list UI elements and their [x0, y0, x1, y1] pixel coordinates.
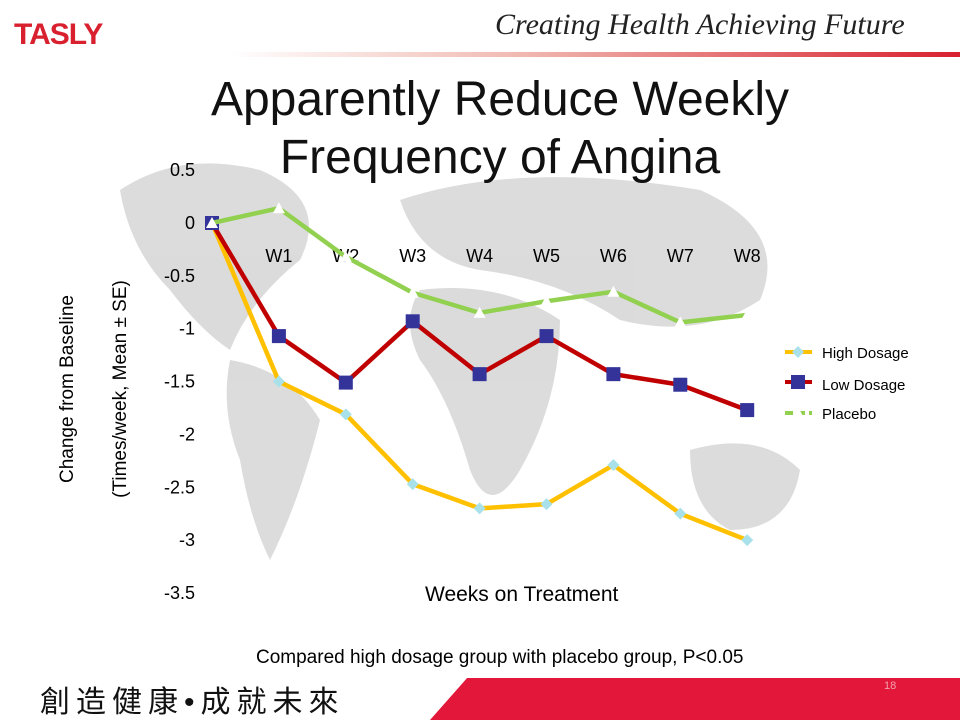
x-tick-label: W8 [734, 246, 761, 266]
x-tick-label: W7 [667, 246, 694, 266]
x-tick-label: W4 [466, 246, 493, 266]
placebo-point [339, 250, 352, 262]
footnote: Compared high dosage group with placebo … [256, 647, 744, 668]
legend-label: Placebo [822, 406, 876, 423]
placebo-point [272, 202, 285, 214]
world-map-background [120, 163, 800, 560]
low-dosage-point [271, 329, 286, 344]
high-dosage-point [272, 375, 285, 388]
low-dosage-point [606, 367, 621, 382]
y-tick-label: -0.5 [164, 266, 195, 286]
page-number: 18 [884, 680, 897, 692]
legend-marker [792, 346, 804, 358]
x-tick-label: W5 [533, 246, 560, 266]
y-axis-sublabel: (Times/week, Mean ± SE) [110, 280, 131, 498]
placebo-point [674, 316, 687, 328]
x-tick-label: W6 [600, 246, 627, 266]
legend-label: High Dosage [822, 345, 909, 362]
high-dosage-point [607, 459, 620, 472]
low-dosage-point [405, 314, 420, 329]
y-tick-label: -2 [179, 424, 195, 444]
y-tick-label: -1.5 [164, 372, 195, 392]
header-slogan: Creating Health Achieving Future [495, 8, 905, 41]
header-divider [230, 52, 960, 57]
placebo-point [741, 308, 754, 320]
legend-marker [791, 375, 805, 389]
high-dosage-point [406, 478, 419, 491]
placebo-point [540, 295, 553, 307]
x-axis-label: Weeks on Treatment [425, 583, 619, 606]
y-tick-label: -3.5 [164, 583, 195, 603]
slide-title-line-1: Apparently Reduce Weekly [210, 73, 790, 126]
series-placebo [206, 202, 754, 328]
series-low-dosage [205, 216, 755, 418]
y-tick-label: -2.5 [164, 477, 195, 497]
slide-title-line-2: Frequency of Angina [279, 131, 721, 184]
high-dosage-point [540, 498, 553, 511]
high-dosage-point [473, 502, 486, 515]
high-dosage-point [339, 408, 352, 421]
legend-item-high-dosage: High Dosage [785, 345, 909, 362]
placebo-point [406, 286, 419, 298]
low-dosage-point [539, 329, 554, 344]
legend-item-placebo: Placebo [785, 406, 876, 423]
y-tick-label: -1 [179, 319, 195, 339]
y-axis-label: Change from Baseline [57, 295, 78, 483]
legend-item-low-dosage: Low Dosage [785, 375, 905, 394]
low-dosage-point [740, 403, 755, 418]
legend-marker [792, 407, 804, 418]
low-dosage-point [472, 367, 487, 382]
y-tick-label: 0.5 [170, 160, 195, 180]
tasly-logo: TASLY [14, 18, 103, 51]
chinese-slogan: 創造健康•成就未來 [40, 686, 345, 719]
low-dosage-point [673, 377, 688, 392]
legend-label: Low Dosage [822, 377, 905, 394]
y-tick-label: -3 [179, 530, 195, 550]
low-dosage-point [338, 375, 353, 390]
placebo-point [206, 217, 218, 228]
placebo-point [607, 285, 620, 297]
x-tick-label: W3 [399, 246, 426, 266]
y-tick-label: 0 [185, 213, 195, 233]
high-dosage-point [674, 507, 687, 520]
x-tick-label: W1 [265, 246, 292, 266]
placebo-point [473, 306, 486, 318]
footer-bar [430, 678, 960, 720]
high-dosage-point [741, 534, 754, 547]
